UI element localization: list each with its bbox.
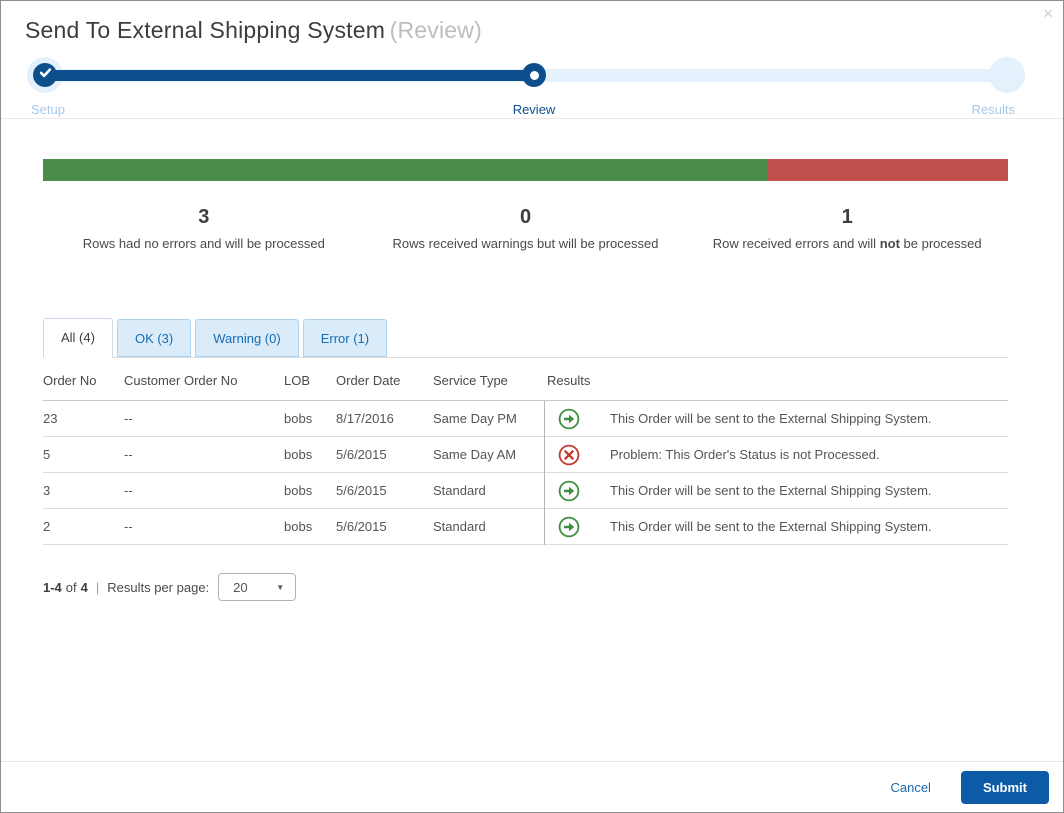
summary-bar-error bbox=[766, 159, 1008, 181]
cell-order-no: 3 bbox=[43, 483, 51, 498]
table-header-row: Order No Customer Order No LOB Order Dat… bbox=[43, 358, 1008, 401]
cell-order-date: 5/6/2015 bbox=[336, 447, 387, 462]
cell-service-type: Same Day PM bbox=[433, 411, 517, 426]
col-header-service-type: Service Type bbox=[433, 373, 508, 388]
cell-customer-order-no: -- bbox=[124, 483, 133, 498]
results-per-page-select[interactable]: 20 ▼ bbox=[218, 573, 297, 601]
step-marker-setup bbox=[33, 63, 57, 87]
summary-bar-success bbox=[43, 159, 767, 181]
cell-status bbox=[544, 480, 609, 502]
stepper-track-completed bbox=[45, 70, 534, 81]
stat-no-errors-count: 3 bbox=[198, 206, 210, 228]
cell-order-no: 23 bbox=[43, 411, 58, 426]
dialog-subtitle: (Review) bbox=[389, 17, 482, 43]
pagination-of: of bbox=[65, 579, 77, 595]
stat-no-errors-label: Rows had no errors and will be processed bbox=[82, 236, 325, 251]
close-icon[interactable]: × bbox=[1043, 4, 1053, 23]
arrow-right-circle-icon bbox=[558, 480, 580, 502]
step-label-setup: Setup bbox=[31, 102, 65, 117]
x-circle-icon bbox=[558, 444, 580, 466]
check-icon bbox=[39, 66, 52, 84]
cell-customer-order-no: -- bbox=[124, 447, 133, 462]
tab-ok[interactable]: OK (3) bbox=[116, 319, 192, 357]
chevron-down-icon: ▼ bbox=[276, 582, 285, 592]
cell-status bbox=[544, 444, 609, 466]
cancel-button[interactable]: Cancel bbox=[890, 779, 931, 795]
dialog-header: Send To External Shipping System (Review… bbox=[1, 1, 1063, 119]
result-filter-tabs: All (4) OK (3) Warning (0) Error (1) bbox=[43, 318, 1008, 358]
cell-lob: bobs bbox=[284, 519, 313, 534]
dialog-footer: Cancel Submit bbox=[1, 761, 1063, 812]
cell-order-date: 8/17/2016 bbox=[336, 411, 394, 426]
step-label-results: Results bbox=[971, 102, 1015, 117]
stat-errors: 1 Row received errors and will not be pr… bbox=[686, 206, 1008, 251]
table-row: 2 -- bobs 5/6/2015 Standard This Order w… bbox=[43, 509, 1008, 545]
stat-errors-count: 1 bbox=[841, 206, 853, 228]
cell-service-type: Standard bbox=[433, 483, 486, 498]
tab-all[interactable]: All (4) bbox=[43, 318, 113, 358]
cell-order-no: 2 bbox=[43, 519, 51, 534]
table-row: 3 -- bobs 5/6/2015 Standard This Order w… bbox=[43, 473, 1008, 509]
stat-no-errors: 3 Rows had no errors and will be process… bbox=[43, 206, 365, 251]
arrow-right-circle-icon bbox=[558, 516, 580, 538]
tab-error[interactable]: Error (1) bbox=[302, 319, 388, 357]
cell-result-message: This Order will be sent to the External … bbox=[610, 483, 932, 498]
col-header-order-date: Order Date bbox=[336, 373, 401, 388]
submit-button[interactable]: Submit bbox=[960, 770, 1049, 804]
col-header-customer-order-no: Customer Order No bbox=[124, 373, 238, 388]
stat-warnings: 0 Rows received warnings but will be pro… bbox=[365, 206, 687, 251]
cell-order-no: 5 bbox=[43, 447, 51, 462]
cell-lob: bobs bbox=[284, 411, 313, 426]
summary-ratio-bar bbox=[43, 159, 1008, 181]
orders-table: Order No Customer Order No LOB Order Dat… bbox=[43, 358, 1008, 545]
cell-result-message: Problem: This Order's Status is not Proc… bbox=[610, 447, 880, 462]
cell-result-message: This Order will be sent to the External … bbox=[610, 411, 932, 426]
stat-warnings-label: Rows received warnings but will be proce… bbox=[392, 236, 659, 251]
col-header-order-no: Order No bbox=[43, 373, 97, 388]
arrow-right-circle-icon bbox=[558, 408, 580, 430]
wizard-stepper bbox=[25, 56, 1039, 96]
pagination-total: 4 bbox=[80, 579, 88, 595]
table-row: 23 -- bobs 8/17/2016 Same Day PM This Or… bbox=[43, 401, 1008, 437]
cell-service-type: Standard bbox=[433, 519, 486, 534]
step-label-review: Review bbox=[512, 102, 556, 117]
results-per-page-value: 20 bbox=[233, 579, 248, 595]
results-per-page-label: Results per page: bbox=[107, 579, 210, 595]
stat-errors-label: Row received errors and will not be proc… bbox=[712, 236, 982, 251]
summary-stats: 3 Rows had no errors and will be process… bbox=[43, 206, 1008, 251]
cell-order-date: 5/6/2015 bbox=[336, 519, 387, 534]
cell-status bbox=[544, 516, 609, 538]
pagination-range: 1-4 bbox=[43, 579, 62, 595]
page-title: Send To External Shipping System (Review… bbox=[25, 17, 1039, 44]
cell-customer-order-no: -- bbox=[124, 519, 133, 534]
step-marker-results bbox=[989, 57, 1025, 93]
pagination-separator: | bbox=[95, 579, 100, 595]
cell-result-message: This Order will be sent to the External … bbox=[610, 519, 932, 534]
pagination-bar: 1-4 of 4 | Results per page: 20 ▼ bbox=[43, 573, 1008, 601]
cell-order-date: 5/6/2015 bbox=[336, 483, 387, 498]
dialog-title: Send To External Shipping System bbox=[25, 17, 386, 43]
cell-service-type: Same Day AM bbox=[433, 447, 517, 462]
step-marker-review bbox=[522, 63, 546, 87]
cell-status bbox=[544, 408, 609, 430]
stat-warnings-count: 0 bbox=[519, 206, 532, 228]
tab-warning[interactable]: Warning (0) bbox=[195, 319, 299, 357]
cell-lob: bobs bbox=[284, 483, 313, 498]
col-header-results: Results bbox=[547, 373, 591, 388]
cell-lob: bobs bbox=[284, 447, 313, 462]
col-header-lob: LOB bbox=[284, 373, 311, 388]
cell-customer-order-no: -- bbox=[124, 411, 133, 426]
stepper-labels: Setup Review Results bbox=[25, 102, 1039, 122]
table-body: 23 -- bobs 8/17/2016 Same Day PM This Or… bbox=[43, 401, 1008, 545]
table-row: 5 -- bobs 5/6/2015 Same Day AM Problem: … bbox=[43, 437, 1008, 473]
